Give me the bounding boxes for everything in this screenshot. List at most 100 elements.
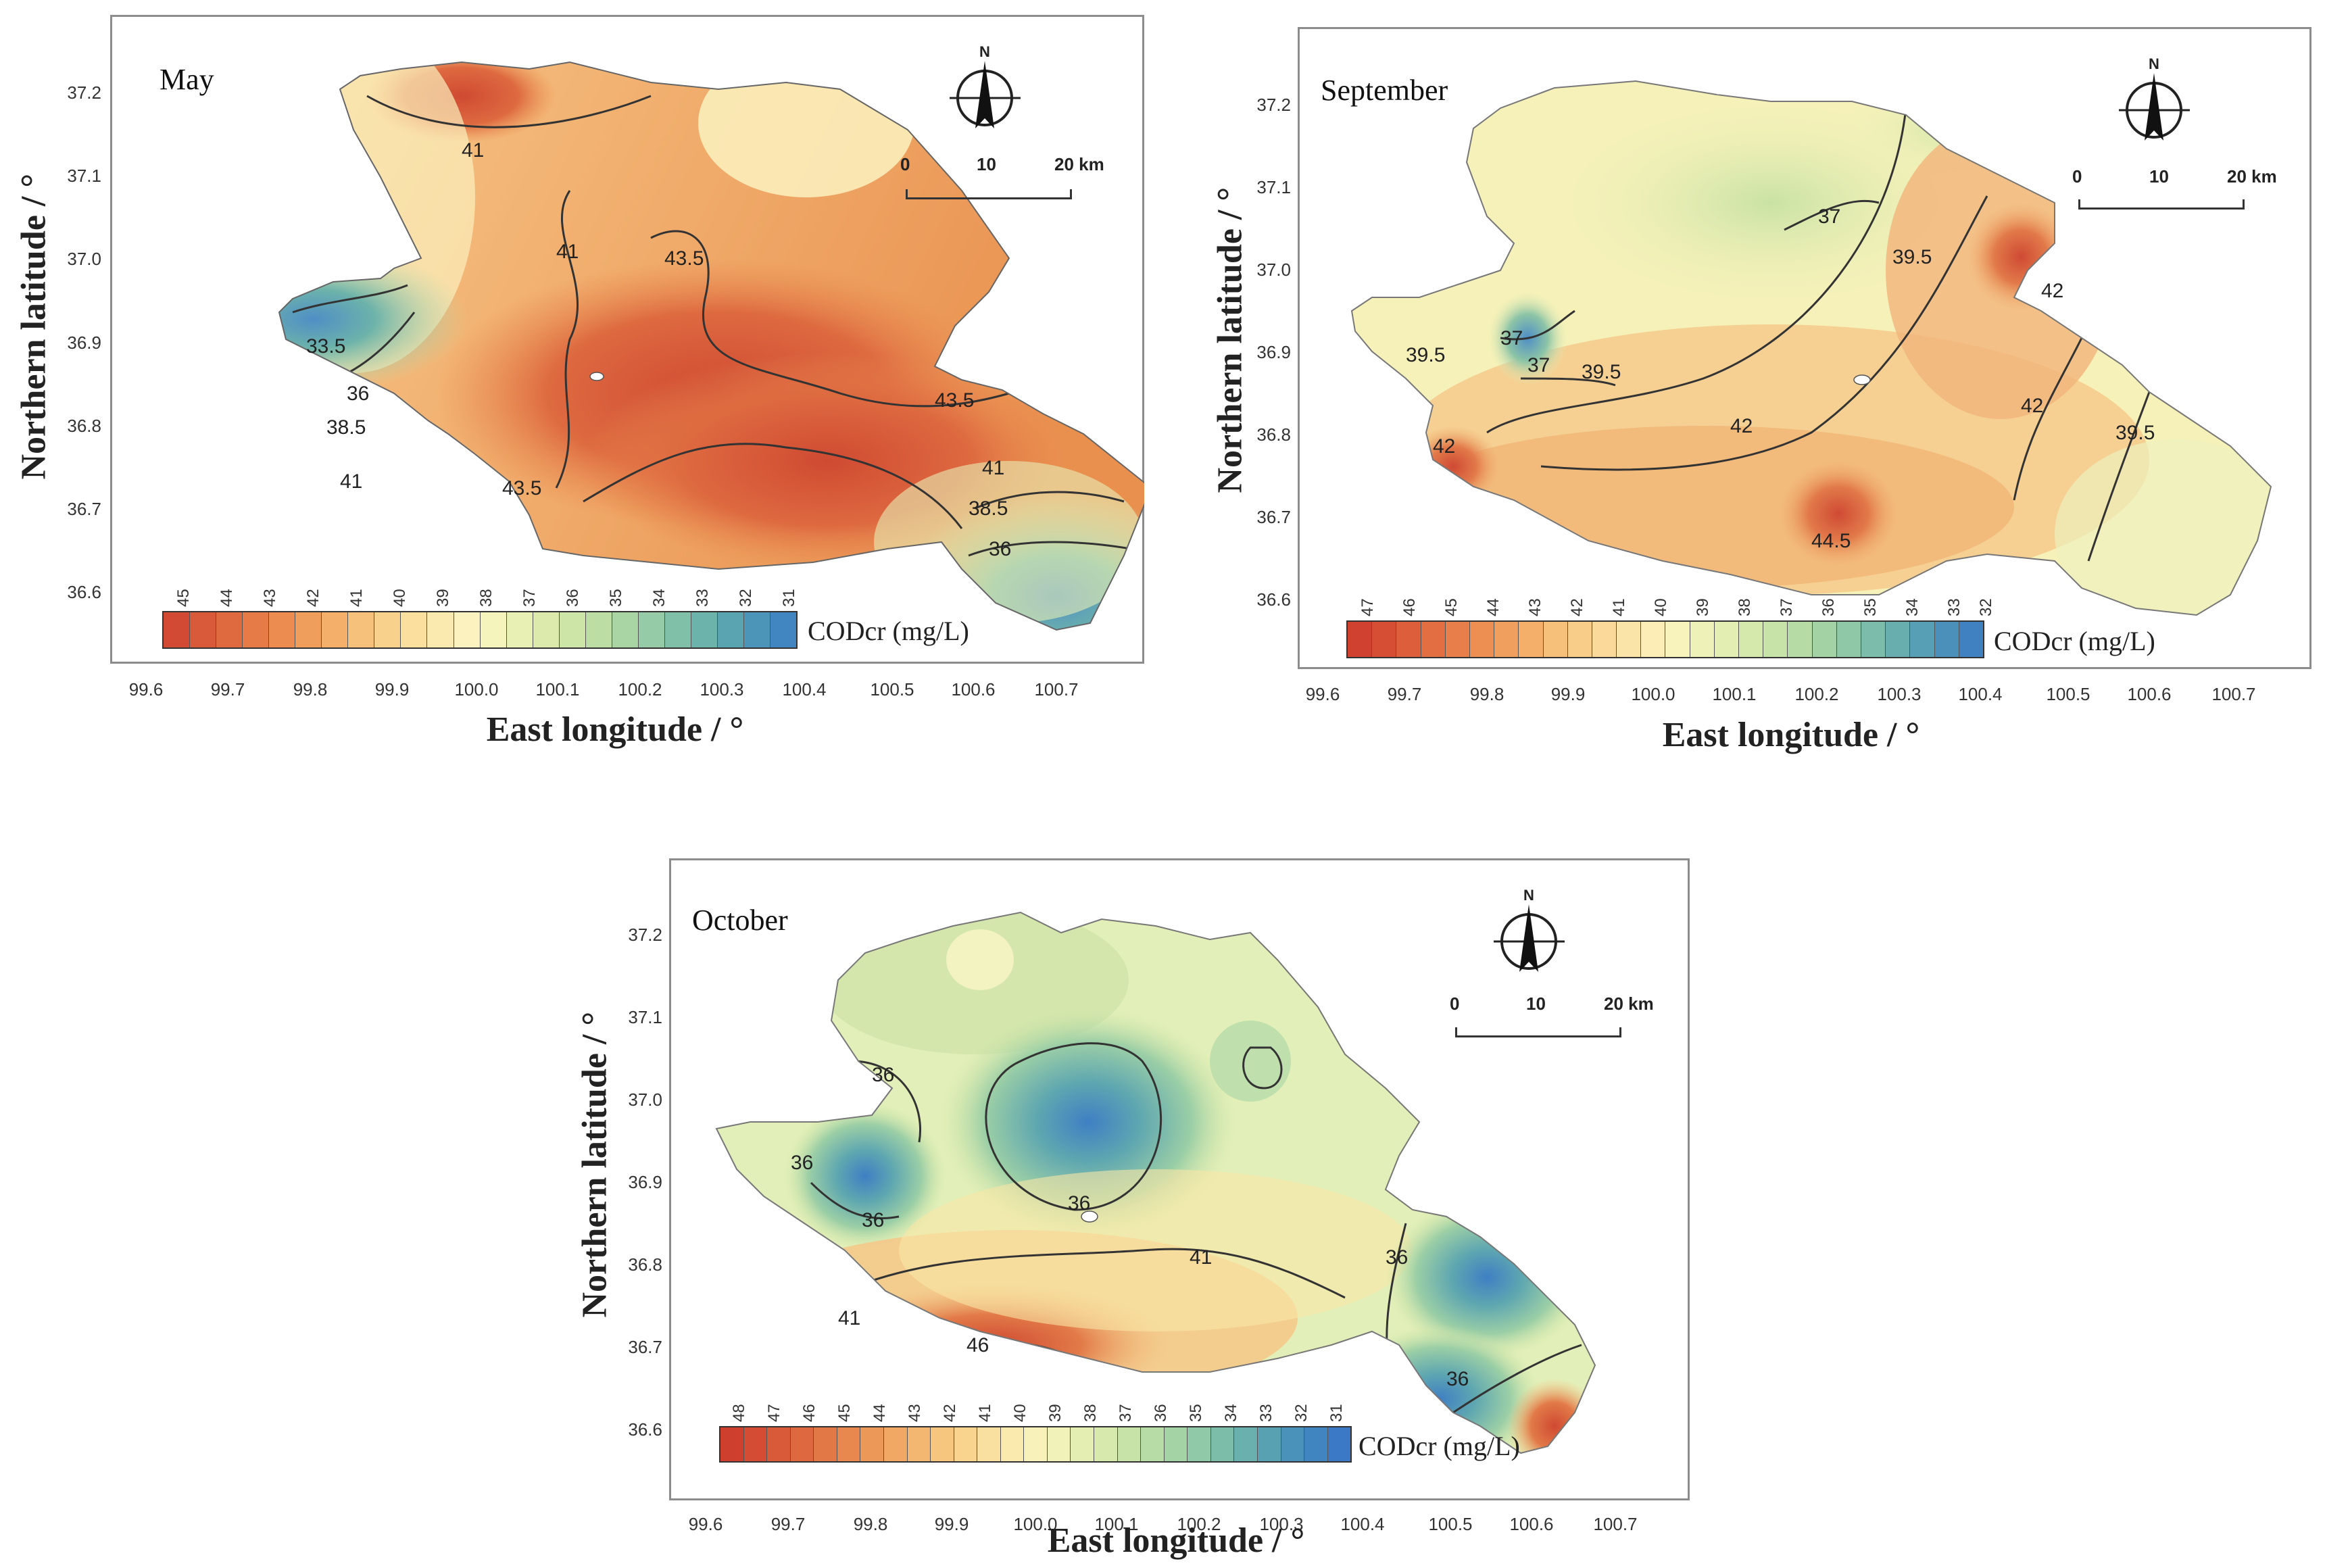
- svg-text:41: 41: [340, 470, 362, 493]
- colorbar-tick: 44: [218, 589, 236, 607]
- colorbar-tick: 36: [1152, 1404, 1170, 1422]
- y-tick: 37.1: [628, 1007, 662, 1027]
- scale-zero: 0: [1450, 994, 1460, 1014]
- y-tick: 37.2: [628, 925, 662, 945]
- x-tick: 99.7: [210, 679, 245, 700]
- svg-text:37: 37: [1500, 327, 1523, 349]
- x-tick: 100.4: [1340, 1514, 1385, 1534]
- svg-text:36: 36: [1068, 1192, 1090, 1215]
- svg-text:36: 36: [791, 1152, 813, 1174]
- x-tick: 99.9: [934, 1514, 969, 1534]
- north-arrow-icon: N: [950, 43, 1021, 128]
- svg-text:41: 41: [1190, 1246, 1212, 1269]
- colorbar-tick: 43: [906, 1404, 924, 1422]
- x-tick: 99.8: [293, 679, 328, 700]
- svg-text:42: 42: [1433, 435, 1455, 458]
- scale-mid: 10: [977, 154, 996, 174]
- svg-text:42: 42: [2021, 395, 2043, 417]
- svg-text:39.5: 39.5: [2115, 422, 2155, 444]
- x-tick: 100.2: [1177, 1514, 1221, 1534]
- panel-title: October: [692, 904, 788, 937]
- x-tick: 100.5: [2046, 684, 2090, 704]
- x-tick: 100.6: [1509, 1514, 1554, 1534]
- svg-text:36: 36: [862, 1209, 884, 1231]
- y-tick: 37.0: [628, 1089, 662, 1110]
- svg-text:N: N: [979, 43, 990, 60]
- y-tick: 36.9: [1256, 342, 1291, 362]
- scale-bar: [2078, 199, 2245, 210]
- colorbar-tick: 41: [347, 589, 366, 607]
- svg-text:37: 37: [1818, 205, 1840, 228]
- colorbar-tick: 35: [1187, 1404, 1205, 1422]
- scale-zero: 0: [900, 154, 910, 174]
- svg-text:36: 36: [347, 383, 369, 405]
- svg-text:41: 41: [462, 139, 484, 162]
- colorbar-tick: 45: [1442, 598, 1461, 616]
- svg-text:36: 36: [989, 538, 1011, 560]
- y-tick: 36.7: [67, 499, 101, 519]
- colorbar-label: CODcr (mg/L): [808, 616, 969, 646]
- x-tick: 100.3: [1877, 684, 1922, 704]
- scale-bar: [1455, 1027, 1621, 1037]
- colorbar-tick: 32: [1292, 1404, 1311, 1422]
- y-tick: 36.9: [628, 1172, 662, 1192]
- x-axis-label: East longitude / °: [1047, 1521, 1305, 1560]
- scale-mid: 10: [2149, 166, 2169, 187]
- y-tick: 37.2: [1256, 95, 1291, 115]
- colorbar-tick: 32: [1977, 598, 1995, 616]
- y-tick: 36.7: [1256, 507, 1291, 527]
- x-tick: 100.2: [1794, 684, 1839, 704]
- colorbar-tick: 46: [1400, 598, 1419, 616]
- colorbar: [162, 611, 798, 649]
- x-tick: 100.1: [1094, 1514, 1139, 1534]
- colorbar-tick: 37: [1778, 598, 1796, 616]
- x-tick: 100.0: [1013, 1514, 1058, 1534]
- x-tick: 99.8: [1469, 684, 1504, 704]
- svg-text:43.5: 43.5: [935, 389, 974, 412]
- colorbar-tick: 31: [1327, 1404, 1346, 1422]
- x-axis-label: East longitude / °: [486, 710, 744, 749]
- svg-text:41: 41: [556, 241, 579, 263]
- svg-text:N: N: [2149, 55, 2159, 72]
- x-tick: 100.7: [1593, 1514, 1638, 1534]
- colorbar-tick: 36: [1819, 598, 1838, 616]
- colorbar-tick: 33: [1257, 1404, 1275, 1422]
- colorbar-tick: 31: [780, 589, 798, 607]
- y-tick: 36.8: [67, 416, 101, 436]
- colorbar-tick: 41: [976, 1404, 994, 1422]
- colorbar-tick: 33: [693, 589, 712, 607]
- colorbar-tick: 34: [1903, 598, 1922, 616]
- svg-text:36: 36: [1386, 1246, 1408, 1269]
- y-tick: 37.1: [1256, 177, 1291, 197]
- y-tick: 37.1: [67, 166, 101, 186]
- x-tick: 100.7: [2211, 684, 2256, 704]
- svg-text:41: 41: [838, 1307, 860, 1329]
- svg-text:39.5: 39.5: [1406, 344, 1445, 366]
- x-tick: 100.4: [782, 679, 827, 700]
- y-tick: 36.8: [628, 1254, 662, 1275]
- colorbar-tick: 38: [1736, 598, 1754, 616]
- y-tick: 37.0: [67, 249, 101, 269]
- colorbar-tick: 43: [261, 589, 279, 607]
- x-tick: 99.8: [853, 1514, 888, 1534]
- colorbar-tick: 35: [1861, 598, 1880, 616]
- svg-text:43.5: 43.5: [502, 477, 541, 499]
- panel-september: 37 39.5 42 37 37 39.5 39.5 42 42 44.5 42…: [1162, 0, 2325, 757]
- svg-text:36: 36: [872, 1064, 894, 1086]
- north-arrow-icon: N: [1494, 887, 1565, 972]
- lake-map: 41 41 43.5 33.5 36 38.5 41 43.5 43.5 41 …: [278, 61, 1144, 631]
- colorbar-tick: 42: [304, 589, 322, 607]
- x-axis-label: East longitude / °: [1662, 716, 1920, 754]
- colorbar-tick: 43: [1526, 598, 1544, 616]
- panel-may: 41 41 43.5 33.5 36 38.5 41 43.5 43.5 41 …: [0, 0, 1162, 757]
- panel-october: 36 36 36 36 41 41 46 36 36 October N 0 1…: [561, 838, 1723, 1568]
- svg-text:43.5: 43.5: [664, 247, 704, 270]
- x-tick: 99.9: [1550, 684, 1586, 704]
- x-tick: 99.9: [374, 679, 410, 700]
- scale-mid: 10: [1526, 994, 1546, 1014]
- x-tick: 99.7: [1387, 684, 1422, 704]
- y-tick: 36.6: [1256, 589, 1291, 610]
- colorbar: [1346, 620, 1984, 658]
- north-arrow-icon: N: [2119, 55, 2190, 141]
- colorbar-label: CODcr (mg/L): [1359, 1431, 1520, 1461]
